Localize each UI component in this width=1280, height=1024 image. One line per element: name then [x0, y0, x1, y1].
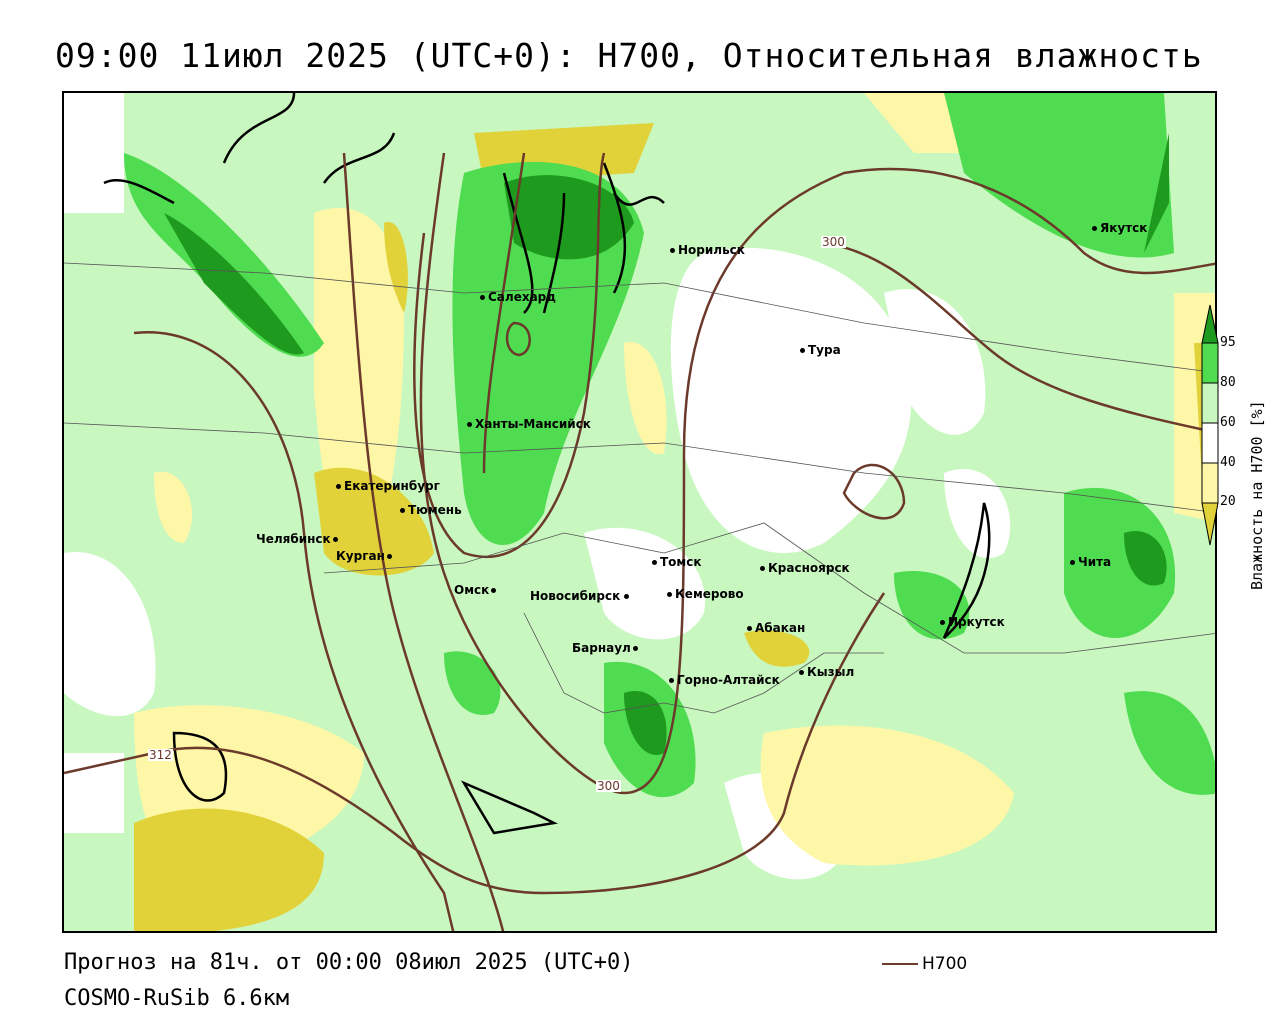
contour-label: 312 — [148, 748, 173, 762]
city-marker — [670, 248, 675, 253]
baikal-lake — [942, 502, 991, 639]
city-label: Кызыл — [799, 665, 854, 679]
colorbar-tick: 20 — [1220, 494, 1236, 509]
city-marker — [799, 670, 804, 675]
city-label: Чита — [1070, 555, 1111, 569]
city-marker — [386, 554, 392, 559]
colorbar-title: Влажность на H700 [%] — [1248, 400, 1266, 590]
city-marker — [632, 646, 638, 651]
colorbar — [1201, 304, 1219, 546]
city-label: Красноярск — [760, 561, 850, 575]
city-marker — [652, 560, 657, 565]
city-label: Якутск — [1092, 221, 1147, 235]
city-marker — [747, 626, 752, 631]
balkhash-lake — [460, 780, 558, 835]
very-dry-areas — [134, 123, 1215, 931]
colorbar-bottom-arrow — [1201, 502, 1219, 546]
city-label: Тюмень — [400, 503, 462, 517]
city-marker — [800, 348, 805, 353]
colorbar-tick: 95 — [1220, 335, 1236, 350]
city-marker — [336, 484, 341, 489]
colorbar-tick: 40 — [1220, 455, 1236, 470]
city-label: Томск — [652, 555, 702, 569]
colorbar-20-40 — [1201, 462, 1219, 504]
legend-line-icon — [882, 963, 918, 965]
contour-label: 300 — [821, 235, 846, 249]
crimea-coast — [172, 731, 228, 802]
colorbar-60-80 — [1201, 382, 1219, 424]
city-label: Иркутск — [940, 615, 1005, 629]
coastlines — [103, 93, 991, 835]
city-label: Омск — [454, 583, 499, 597]
very-humid-areas — [164, 133, 1169, 755]
city-label: Курган — [336, 549, 395, 563]
city-marker — [760, 566, 765, 571]
city-label: Норильск — [670, 243, 745, 257]
city-label: Барнаул — [572, 641, 641, 655]
city-marker — [1092, 226, 1097, 231]
city-label: Абакан — [747, 621, 805, 635]
city-marker — [467, 422, 472, 427]
region-borders — [64, 262, 1215, 714]
city-marker — [940, 620, 945, 625]
city-marker — [480, 295, 485, 300]
city-marker — [669, 678, 674, 683]
contour-label: 300 — [596, 779, 621, 793]
city-marker — [667, 592, 672, 597]
city-label: Челябинск — [256, 532, 341, 546]
city-label: Ханты-Мансийск — [467, 417, 591, 431]
colorbar-tick: 80 — [1220, 375, 1236, 390]
humidity-map: Якутск Норильск Салехард Тура Ханты-Манс… — [62, 91, 1217, 933]
forecast-info: Прогноз на 81ч. от 00:00 08июл 2025 (UTC… — [64, 950, 634, 975]
model-name: COSMO-RuSib 6.6км — [64, 986, 290, 1011]
colorbar-top-arrow — [1201, 304, 1219, 344]
colorbar-tick: 60 — [1220, 415, 1236, 430]
city-label: Салехард — [480, 290, 556, 304]
city-label: Кемерово — [667, 587, 744, 601]
city-marker — [332, 537, 338, 542]
city-label: Горно-Алтайск — [669, 673, 780, 687]
colorbar-80-95 — [1201, 342, 1219, 384]
city-label: Екатеринбург — [336, 479, 440, 493]
map-fields — [64, 93, 1215, 931]
city-marker — [624, 594, 630, 599]
city-marker — [1070, 560, 1075, 565]
city-label: Тура — [800, 343, 841, 357]
city-marker — [491, 588, 497, 593]
colorbar-40-60 — [1201, 422, 1219, 464]
map-title: 09:00 11июл 2025 (UTC+0): H700, Относите… — [55, 36, 1203, 75]
h700-contours — [64, 152, 1215, 931]
city-marker — [400, 508, 405, 513]
contour-legend: H700 — [882, 954, 967, 974]
city-label: Новосибирск — [530, 589, 632, 603]
